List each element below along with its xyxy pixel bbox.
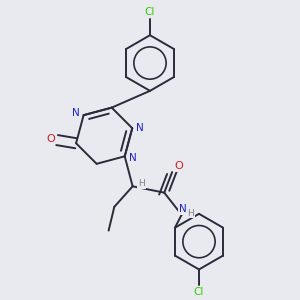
Text: O: O (174, 161, 183, 171)
Text: N: N (136, 123, 144, 133)
Text: N: N (72, 108, 80, 118)
Text: N: N (179, 204, 187, 214)
Text: Cl: Cl (145, 8, 155, 17)
Text: H: H (187, 209, 194, 218)
Text: H: H (138, 179, 145, 188)
Text: N: N (129, 153, 136, 163)
Text: O: O (46, 134, 55, 143)
Text: Cl: Cl (194, 287, 204, 297)
